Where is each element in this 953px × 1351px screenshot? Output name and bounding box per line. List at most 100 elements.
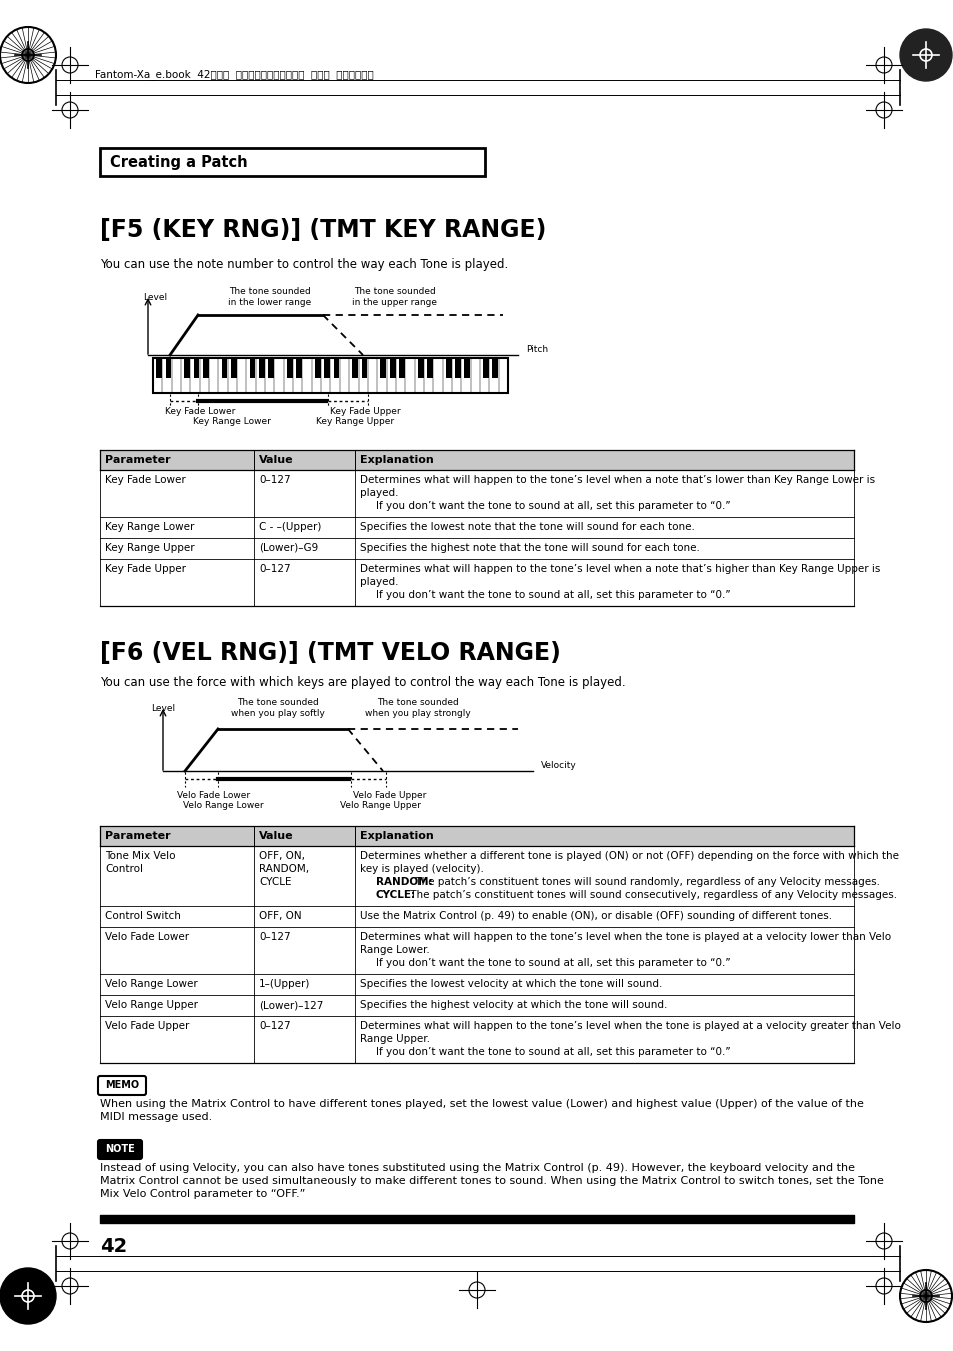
Text: Key Fade Lower: Key Fade Lower [105, 476, 186, 485]
Bar [100, 825, 853, 846]
Text: played.: played. [359, 488, 398, 499]
Text: Velo Fade Upper: Velo Fade Upper [353, 790, 426, 800]
Text: Creating a Patch: Creating a Patch [110, 154, 248, 169]
Text: Value: Value [258, 455, 294, 465]
Text: played.: played. [359, 577, 398, 586]
Text: Determines whether a different tone is played (ON) or not (OFF) depending on the: Determines whether a different tone is p… [359, 851, 898, 861]
Bar [221, 358, 227, 378]
Bar [361, 358, 367, 378]
Text: Range Lower.: Range Lower. [359, 944, 429, 955]
Text: The tone sounded
when you play softly: The tone sounded when you play softly [231, 698, 325, 719]
Text: Velo Range Upper: Velo Range Upper [105, 1000, 198, 1011]
Text: Fantom-Xa_e.book  42ページ  ２００４年１０月２２日  金曜日  午後２時３分: Fantom-Xa_e.book 42ページ ２００４年１０月２２日 金曜日 午… [95, 69, 374, 81]
Bar [380, 358, 386, 378]
Bar [152, 358, 507, 393]
Text: RANDOM:: RANDOM: [375, 877, 432, 888]
Text: The tone sounded
in the upper range: The tone sounded in the upper range [352, 286, 437, 307]
Bar [314, 358, 320, 378]
Text: Tone Mix Velo: Tone Mix Velo [105, 851, 175, 861]
Text: Key Range Upper: Key Range Upper [105, 543, 194, 553]
Text: 0–127: 0–127 [258, 563, 291, 574]
Bar [203, 358, 209, 378]
Text: CYCLE: CYCLE [258, 877, 292, 888]
Bar [417, 358, 423, 378]
Text: Level: Level [143, 293, 167, 303]
FancyBboxPatch shape [98, 1140, 142, 1159]
Bar [258, 358, 264, 378]
Text: The tone sounded
when you play strongly: The tone sounded when you play strongly [365, 698, 471, 719]
Text: Key Range Upper: Key Range Upper [315, 417, 394, 426]
Text: C - –(Upper): C - –(Upper) [258, 521, 321, 532]
Text: key is played (velocity).: key is played (velocity). [359, 865, 483, 874]
Text: Determines what will happen to the tone’s level when the tone is played at a vel: Determines what will happen to the tone’… [359, 932, 890, 942]
Text: The patch’s constituent tones will sound consecutively, regardless of any Veloci: The patch’s constituent tones will sound… [407, 890, 897, 900]
Text: Value: Value [258, 831, 294, 842]
Bar [352, 358, 357, 378]
Text: 1–(Upper): 1–(Upper) [258, 979, 310, 989]
Bar [390, 358, 395, 378]
Text: Range Upper.: Range Upper. [359, 1034, 430, 1044]
Text: OFF, ON,: OFF, ON, [258, 851, 305, 861]
Text: Determines what will happen to the tone’s level when a note that’s lower than Ke: Determines what will happen to the tone’… [359, 476, 874, 485]
Circle shape [0, 1269, 56, 1324]
Text: Specifies the lowest note that the tone will sound for each tone.: Specifies the lowest note that the tone … [359, 521, 694, 532]
Text: Determines what will happen to the tone’s level when a note that’s higher than K: Determines what will happen to the tone’… [359, 563, 880, 574]
Text: Key Range Lower: Key Range Lower [193, 417, 271, 426]
Text: MEMO: MEMO [105, 1079, 139, 1090]
Text: Key Fade Lower: Key Fade Lower [165, 407, 235, 416]
Text: When using the Matrix Control to have different tones played, set the lowest val: When using the Matrix Control to have di… [100, 1098, 863, 1123]
Text: Parameter: Parameter [105, 831, 171, 842]
Text: 42: 42 [100, 1238, 127, 1256]
Text: Key Fade Upper: Key Fade Upper [330, 407, 400, 416]
Text: Velo Fade Lower: Velo Fade Lower [105, 932, 189, 942]
Bar [296, 358, 302, 378]
Text: 0–127: 0–127 [258, 476, 291, 485]
Text: If you don’t want the tone to sound at all, set this parameter to “0.”: If you don’t want the tone to sound at a… [375, 1047, 730, 1056]
Bar [100, 450, 853, 470]
Bar [165, 358, 172, 378]
Text: The tone sounded
in the lower range: The tone sounded in the lower range [228, 286, 312, 307]
Text: If you don’t want the tone to sound at all, set this parameter to “0.”: If you don’t want the tone to sound at a… [375, 590, 730, 600]
Bar [324, 358, 330, 378]
Text: (Lower)–G9: (Lower)–G9 [258, 543, 318, 553]
Text: 0–127: 0–127 [258, 1021, 291, 1031]
Bar [231, 358, 236, 378]
Text: RANDOM,: RANDOM, [258, 865, 309, 874]
Text: Specifies the highest note that the tone will sound for each tone.: Specifies the highest note that the tone… [359, 543, 700, 553]
Bar [100, 149, 484, 176]
Bar [184, 358, 190, 378]
Text: [F5 (KEY RNG)] (TMT KEY RANGE): [F5 (KEY RNG)] (TMT KEY RANGE) [100, 218, 546, 242]
Text: Velo Fade Upper: Velo Fade Upper [105, 1021, 190, 1031]
Text: NOTE: NOTE [105, 1144, 134, 1154]
Bar [464, 358, 470, 378]
Bar [156, 358, 162, 378]
Bar [193, 358, 199, 378]
Text: [F6 (VEL RNG)] (TMT VELO RANGE): [F6 (VEL RNG)] (TMT VELO RANGE) [100, 640, 560, 665]
Text: The patch’s constituent tones will sound randomly, regardless of any Velocity me: The patch’s constituent tones will sound… [412, 877, 880, 888]
Text: If you don’t want the tone to sound at all, set this parameter to “0.”: If you don’t want the tone to sound at a… [375, 501, 730, 511]
Text: If you don’t want the tone to sound at all, set this parameter to “0.”: If you don’t want the tone to sound at a… [375, 958, 730, 969]
Bar [268, 358, 274, 378]
Text: 0–127: 0–127 [258, 932, 291, 942]
Text: Pitch: Pitch [525, 346, 548, 354]
Bar [445, 358, 451, 378]
Bar [455, 358, 460, 378]
Text: CYCLE:: CYCLE: [375, 890, 416, 900]
Text: Specifies the highest velocity at which the tone will sound.: Specifies the highest velocity at which … [359, 1000, 667, 1011]
Text: Control: Control [105, 865, 143, 874]
Text: You can use the force with which keys are played to control the way each Tone is: You can use the force with which keys ar… [100, 676, 625, 689]
Text: Velo Fade Lower: Velo Fade Lower [177, 790, 250, 800]
Text: Velo Range Upper: Velo Range Upper [339, 801, 420, 811]
Text: Velocity: Velocity [540, 762, 577, 770]
Bar [287, 358, 293, 378]
Text: Explanation: Explanation [359, 831, 434, 842]
Text: You can use the note number to control the way each Tone is played.: You can use the note number to control t… [100, 258, 508, 272]
Text: Level: Level [151, 704, 175, 713]
Bar [482, 358, 489, 378]
Text: (Lower)–127: (Lower)–127 [258, 1000, 323, 1011]
Text: Key Fade Upper: Key Fade Upper [105, 563, 186, 574]
Text: Specifies the lowest velocity at which the tone will sound.: Specifies the lowest velocity at which t… [359, 979, 661, 989]
Text: Explanation: Explanation [359, 455, 434, 465]
Bar [492, 358, 497, 378]
Bar [250, 358, 255, 378]
